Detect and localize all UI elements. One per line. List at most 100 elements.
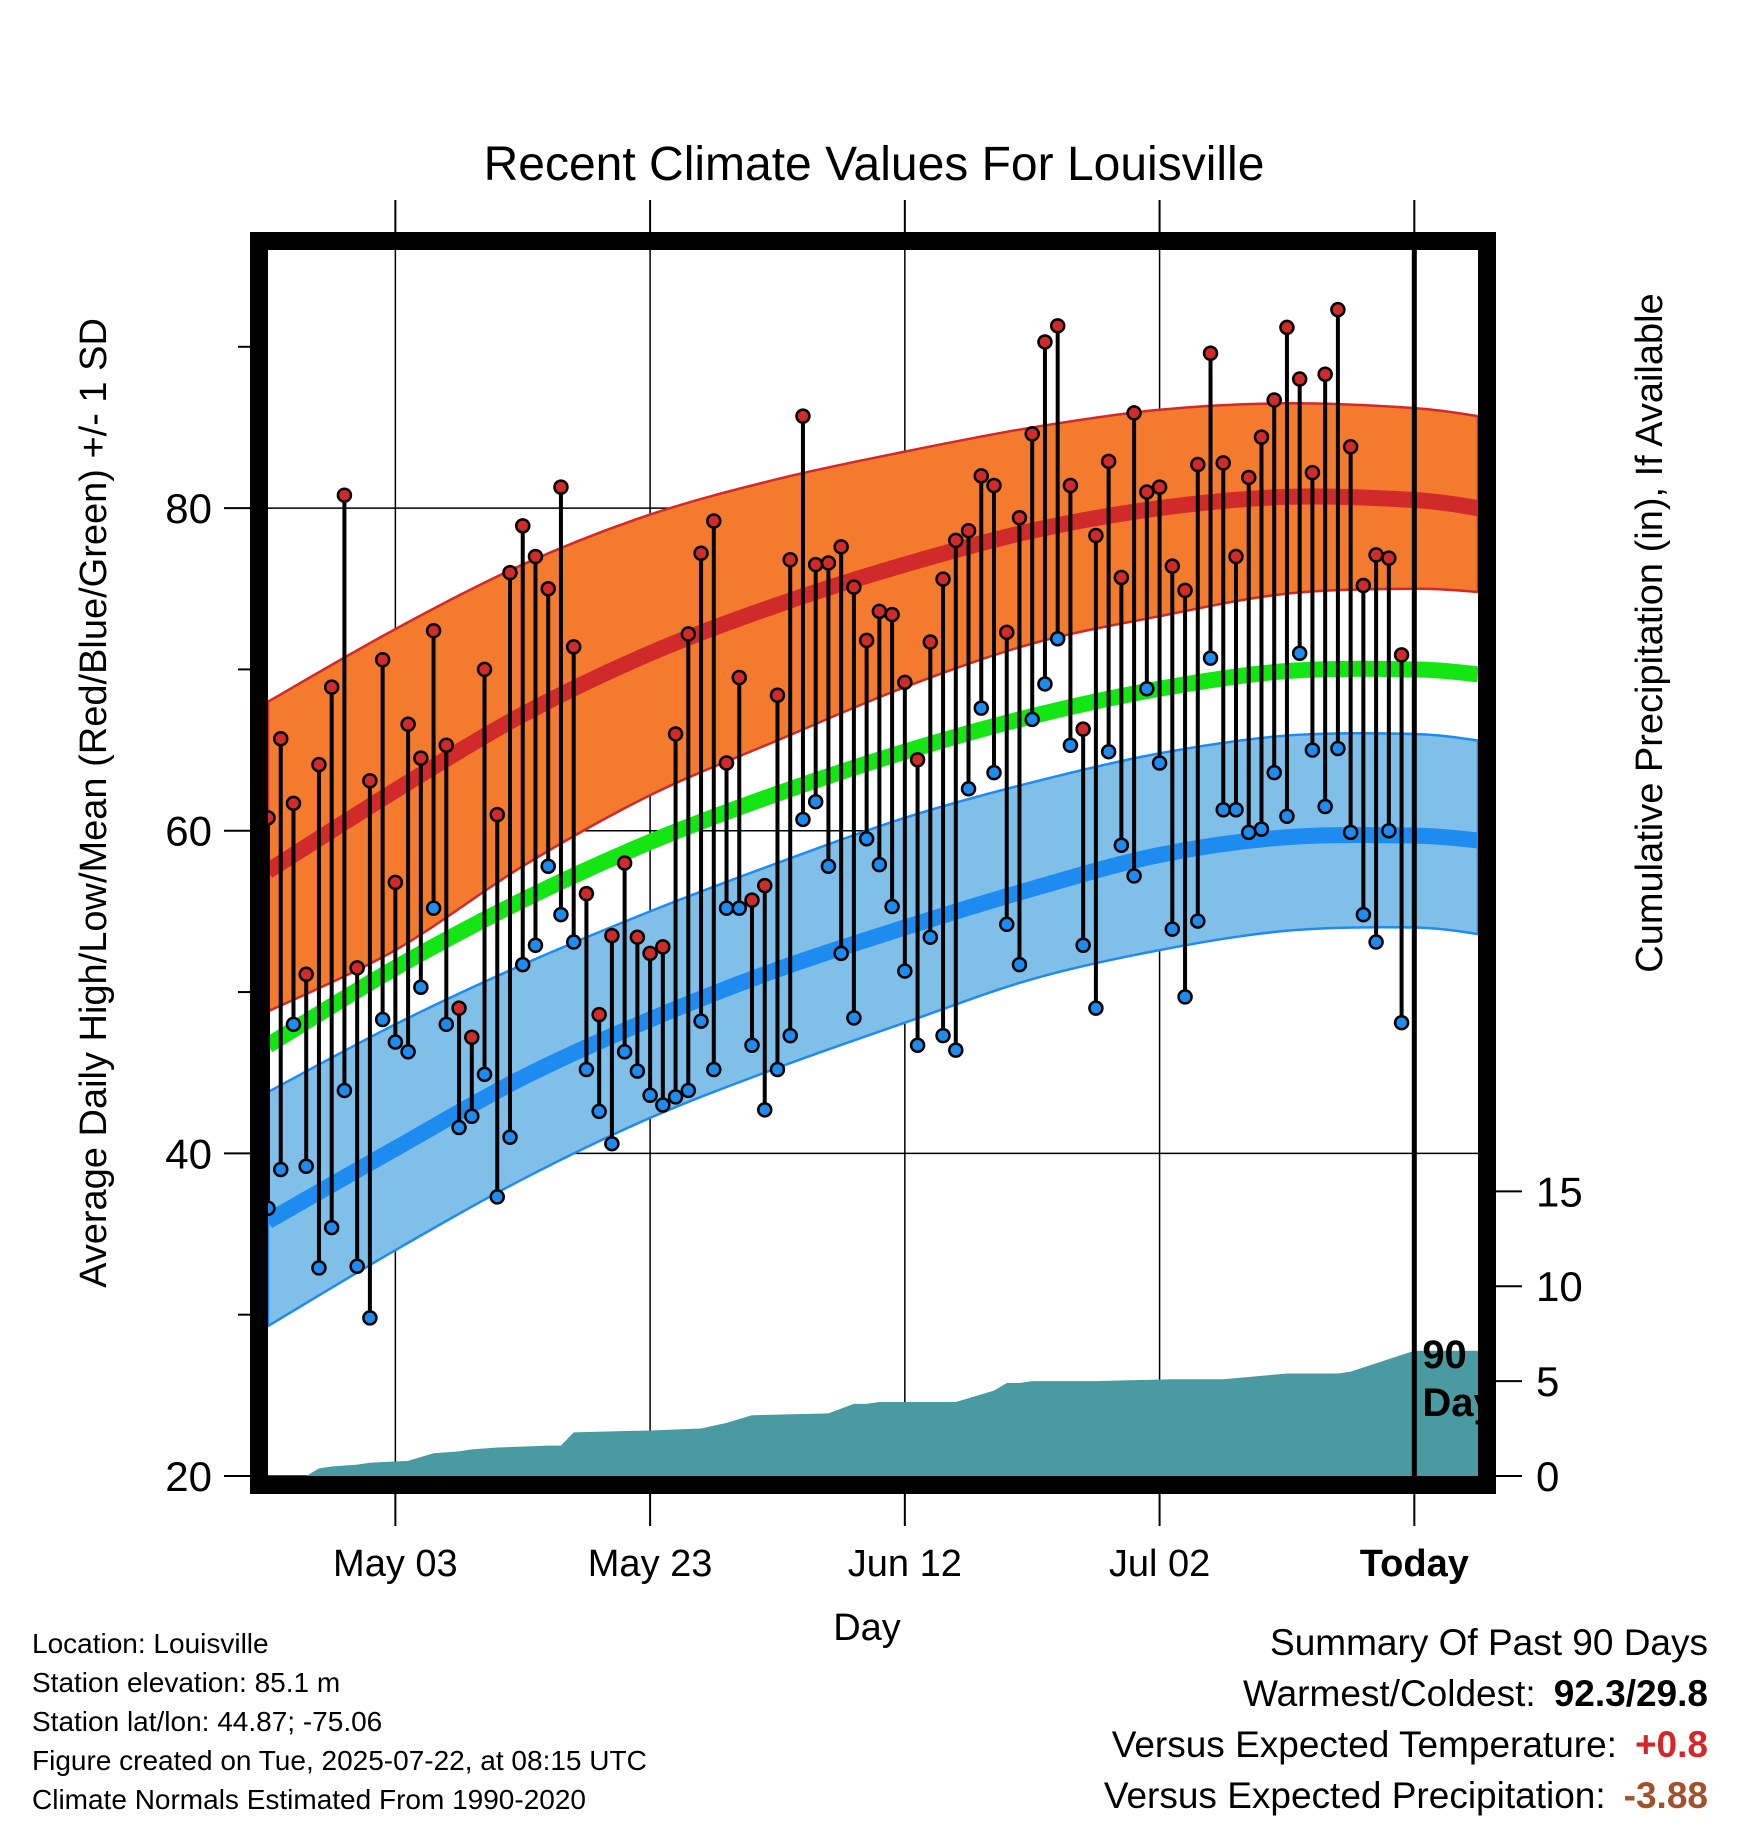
daily-low-point [1342,824,1359,841]
daily-high-point [1139,484,1155,500]
y-left-tick-label: 20 [165,1453,212,1500]
daily-high-point [323,679,340,695]
daily-high-point [1215,455,1232,471]
daily-low-point [1011,956,1028,973]
daily-high-point [1317,366,1333,382]
daily-low-point [1100,743,1117,760]
daily-low-point [1304,742,1321,758]
daily-high-point [527,548,544,565]
y-left-tick-label: 80 [165,485,212,532]
daily-high-point [998,624,1015,641]
daily-low-point [782,1027,798,1044]
daily-low-point [1253,821,1270,837]
y-right-tick-label: 15 [1536,1168,1583,1215]
daily-high-point [616,855,633,871]
daily-high-point [718,755,735,771]
y-right-axis-label: Cumulative Precipitation (in), If Availa… [1629,293,1671,972]
daily-high-point [680,626,697,642]
daily-high-point [1075,721,1091,737]
daily-high-point [731,669,748,686]
daily-low-point [756,1102,773,1118]
daily-high-point [986,477,1002,494]
daily-high-point [1228,548,1244,565]
daily-high-point [1240,469,1257,486]
daily-high-point [285,795,302,812]
daily-low-point [948,1042,964,1058]
daily-high-point [1177,582,1193,599]
daily-high-point [1304,464,1321,481]
daily-low-point [323,1219,340,1236]
daily-low-point [1088,1000,1104,1016]
daily-high-point [948,532,964,549]
plot-frame [250,232,1496,1494]
daily-high-point [514,518,531,534]
daily-low-point [922,929,939,945]
daily-low-point [476,1066,493,1083]
daily-high-point [1330,301,1346,318]
summary-temp: Versus Expected Temperature: +0.8 [1112,1724,1708,1766]
summary-temp-value: +0.8 [1634,1724,1708,1765]
daily-low-point [1228,802,1244,818]
daily-low-point [272,1161,289,1178]
summary-warm-cold: Warmest/Coldest: 92.3/29.8 [1243,1673,1708,1715]
daily-low-point [1049,631,1066,647]
daily-high-point [349,960,365,976]
daily-high-point [642,945,658,962]
daily-low-point [1037,676,1053,692]
daily-low-point [1202,650,1219,666]
daily-low-point [1266,764,1282,781]
footer-normals-period: Climate Normals Estimated From 1990-2020 [32,1784,586,1815]
daily-low-point [387,1034,404,1050]
high-normal-line [268,488,1478,878]
daily-low-point [807,793,824,810]
daily-low-point [1075,937,1091,954]
daily-high-point [858,632,875,649]
daily-high-point [1024,426,1040,442]
daily-low-point [489,1189,506,1205]
daily-low-point [960,781,977,797]
daily-low-point [629,1063,646,1079]
summary-title: Summary Of Past 90 Days [1270,1622,1708,1663]
x-axis-label: Day [833,1607,901,1649]
daily-low-point [1393,1014,1410,1031]
daily-low-point [604,1135,620,1152]
daily-high-point [1342,439,1359,455]
footer-created: Figure created on Tue, 2025-07-22, at 08… [32,1745,647,1776]
footer-elevation: Station elevation: 85.1 m [32,1667,341,1698]
daily-low-point [744,1037,760,1054]
summary-precip-label: Versus Expected Precipitation: [1103,1775,1606,1816]
daily-low-point [425,900,442,916]
daily-high-point [311,756,327,773]
daily-high-point [1062,477,1079,494]
daily-low-point [1291,645,1308,662]
daily-low-point [1190,913,1206,929]
footer-location: Location: Louisville [32,1628,269,1659]
daily-low-point [578,1061,595,1078]
x-tick-label: Today [1360,1543,1469,1585]
daily-high-point [935,571,951,587]
daily-low-point [616,1043,633,1060]
daily-high-point [1164,558,1181,574]
chart-title: Recent Climate Values For Louisville [484,138,1265,191]
daily-low-point [514,956,531,973]
daily-low-point [998,916,1015,933]
daily-high-point [1291,371,1308,387]
daily-high-point [973,468,990,484]
daily-high-point [502,564,518,581]
daily-high-point [489,806,506,823]
daily-high-point [1049,318,1066,334]
daily-high-point [1355,577,1372,594]
daily-high-point [400,716,416,733]
summary-warm-cold-value: 92.3/29.8 [1553,1673,1708,1714]
daily-low-point [1126,868,1142,884]
daily-low-point [464,1108,480,1125]
y-right-tick-label: 10 [1536,1263,1583,1310]
daily-high-point [807,556,824,573]
daily-high-point [1088,527,1104,544]
footer-latlon: Station lat/lon: 44.87; -75.06 [32,1706,383,1737]
daily-high-point [897,674,913,691]
daily-high-point [540,581,556,597]
daily-high-point [1393,647,1410,663]
y-left-tick-label: 60 [165,808,212,855]
